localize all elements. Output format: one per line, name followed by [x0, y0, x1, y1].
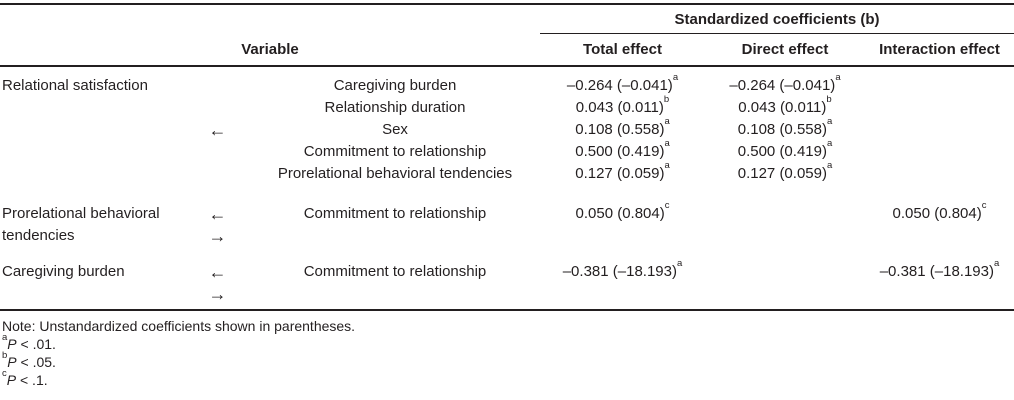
- coefficient-value: 0.127 (0.059): [737, 165, 827, 182]
- interaction-effect-cell: –0.381 (–18.193)a: [865, 257, 1014, 283]
- significance-superscript: c: [981, 199, 987, 211]
- predictor-cell: Commitment to relationship: [303, 263, 487, 280]
- table-block-prorelational-tendencies: Prorelational behavioral tendencies ← → …: [0, 199, 1014, 247]
- coefficient-value: 0.050 (0.804): [575, 205, 665, 222]
- total-effect-cell: 0.108 (0.558)a: [540, 115, 705, 141]
- footnote-superscript: b: [2, 349, 8, 361]
- direct-effect-cell: 0.500 (0.419)a: [705, 137, 865, 163]
- significance-superscript: a: [835, 71, 841, 83]
- coefficient-value: 0.108 (0.558): [737, 121, 827, 138]
- general-note: Note: Unstandardized coefficients shown …: [2, 318, 356, 334]
- direct-effect-cell: –0.264 (–0.041)a: [705, 71, 865, 97]
- coefficient-value: –0.381 (–18.193): [879, 263, 994, 280]
- right-arrow-icon: →: [208, 226, 227, 246]
- total-effect-cell: 0.127 (0.059)a: [540, 159, 705, 185]
- spanner-header-label: Standardized coefficients (b): [674, 10, 880, 28]
- coefficient-value: 0.050 (0.804): [892, 205, 982, 222]
- predictor-cell: Commitment to relationship: [303, 205, 487, 222]
- direct-effect-cell: 0.108 (0.558)a: [705, 115, 865, 141]
- footnote-threshold: < .01.: [16, 336, 56, 352]
- total-effect-cell: –0.264 (–0.041)a: [540, 71, 705, 97]
- outcome-variable: Caregiving burden: [2, 263, 125, 280]
- footnote-c: cP < .1.: [2, 367, 1014, 389]
- predictor-cell: Prorelational behavioral tendencies: [277, 165, 513, 182]
- total-effect-cell: –0.381 (–18.193)a: [540, 257, 705, 283]
- total-effect-cell: 0.043 (0.011)b: [540, 93, 705, 119]
- significance-superscript: a: [826, 137, 833, 149]
- spanner-header: Standardized coefficients (b): [540, 5, 1014, 34]
- top-rule: [0, 3, 1014, 5]
- table-block-relational-satisfaction: Relational satisfaction ← Caregiving bur…: [0, 71, 1014, 185]
- column-header-direct-effect: Direct effect: [741, 41, 829, 58]
- significance-superscript: c: [664, 199, 670, 211]
- coefficient-value: –0.381 (–18.193): [562, 263, 677, 280]
- footnote-superscript: a: [2, 331, 8, 343]
- coefficient-value: 0.500 (0.419): [575, 143, 665, 160]
- column-header-interaction-effect: Interaction effect: [879, 41, 1000, 58]
- bottom-rule: [0, 309, 1014, 311]
- column-header-variable: Variable: [241, 41, 299, 58]
- coefficient-value: 0.127 (0.059): [575, 165, 665, 182]
- left-arrow-icon: ←: [208, 262, 227, 282]
- significance-superscript: b: [663, 93, 670, 105]
- footnote-b: bP < .05.: [2, 349, 1014, 371]
- interaction-effect-cell: 0.050 (0.804)c: [865, 199, 1014, 225]
- footnote-threshold: < .1.: [16, 372, 48, 388]
- total-effect-cell: 0.050 (0.804)c: [540, 199, 705, 225]
- direct-effect-cell: 0.127 (0.059)a: [705, 159, 865, 185]
- table-notes: Note: Unstandardized coefficients shown …: [0, 311, 1014, 389]
- significance-superscript: b: [826, 93, 832, 105]
- p-label: P: [7, 354, 17, 370]
- p-label: P: [6, 372, 17, 388]
- predictor-cell: Caregiving burden: [333, 77, 457, 94]
- significance-superscript: a: [826, 115, 833, 127]
- coefficient-value: –0.264 (–0.041): [566, 77, 673, 94]
- spanner-header-row: Standardized coefficients (b): [0, 5, 1014, 34]
- significance-superscript: a: [672, 71, 679, 83]
- outcome-variable: tendencies: [2, 227, 75, 244]
- significance-superscript: a: [664, 115, 670, 127]
- table-body: Relational satisfaction ← Caregiving bur…: [0, 67, 1014, 305]
- predictor-cell: Sex: [382, 121, 408, 138]
- predictor-cell: Commitment to relationship: [303, 143, 487, 160]
- column-header-row: Variable Total effect Direct effect Inte…: [0, 34, 1014, 67]
- significance-superscript: a: [826, 159, 833, 171]
- coefficient-value: 0.500 (0.419): [737, 143, 827, 160]
- outcome-variable: Relational satisfaction: [2, 77, 148, 94]
- coefficient-value: 0.108 (0.558): [575, 121, 665, 138]
- significance-superscript: a: [993, 257, 1000, 269]
- significance-superscript: a: [676, 257, 683, 269]
- predictor-cell: Relationship duration: [324, 99, 466, 116]
- coefficient-value: 0.043 (0.011): [738, 99, 827, 116]
- left-arrow-icon: ←: [208, 204, 227, 224]
- footnote-a: aP < .01.: [2, 331, 1014, 353]
- column-header-total-effect: Total effect: [583, 41, 662, 58]
- significance-superscript: a: [664, 159, 670, 171]
- direct-effect-cell: 0.043 (0.011)b: [705, 93, 865, 119]
- coefficient-value: –0.264 (–0.041): [729, 77, 836, 94]
- coefficient-value: 0.043 (0.011): [575, 99, 664, 116]
- outcome-variable: Prorelational behavioral: [2, 205, 160, 222]
- table-block-caregiving-burden: Caregiving burden ← → Commitment to rela…: [0, 257, 1014, 305]
- p-label: P: [7, 336, 17, 352]
- total-effect-cell: 0.500 (0.419)a: [540, 137, 705, 163]
- footnote-superscript: c: [2, 367, 7, 379]
- right-arrow-icon: →: [208, 284, 227, 304]
- left-arrow-icon: ←: [208, 120, 227, 140]
- significance-superscript: a: [664, 137, 670, 149]
- footnote-threshold: < .05.: [16, 354, 56, 370]
